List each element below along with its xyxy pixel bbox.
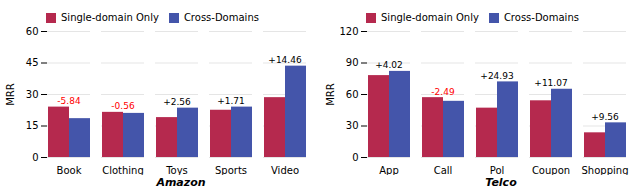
svg-text:Call: Call [434,165,453,175]
svg-text:-2.49: -2.49 [431,87,455,97]
svg-text:+11.07: +11.07 [534,78,567,88]
svg-text:30: 30 [26,89,39,100]
svg-text:0: 0 [352,152,358,163]
svg-text:Video: Video [271,165,299,175]
svg-text:-5.84: -5.84 [57,96,81,106]
svg-text:0: 0 [32,152,38,163]
svg-text:Pol: Pol [490,165,505,175]
svg-text:+2.56: +2.56 [163,97,191,107]
svg-text:Coupon: Coupon [532,165,570,175]
svg-text:+14.46: +14.46 [268,55,302,65]
svg-text:30: 30 [346,120,359,131]
svg-text:Clothing: Clothing [102,165,144,175]
svg-text:MRR: MRR [5,83,16,106]
svg-text:+4.02: +4.02 [375,60,403,70]
svg-text:+9.56: +9.56 [591,112,619,122]
html-text:Single-domain Only: Single-domain Only [381,12,479,23]
svg-text:App: App [379,165,399,175]
html-text:Cross-Domains: Cross-Domains [183,12,259,23]
html-text:Single-domain Only: Single-domain Only [61,12,159,23]
html-text:Amazon: Amazon [156,176,206,189]
svg-text:Toys: Toys [165,165,188,175]
svg-text:120: 120 [339,26,358,37]
svg-text:60: 60 [26,26,39,37]
svg-text:-0.56: -0.56 [111,101,135,111]
svg-text:Shopping: Shopping [582,165,629,175]
svg-text:90: 90 [346,57,359,68]
svg-text:45: 45 [26,57,39,68]
html-text:Telco: Telco [485,176,517,189]
svg-text:Book: Book [57,165,82,175]
svg-text:+1.71: +1.71 [217,96,245,106]
svg-text:60: 60 [346,89,359,100]
svg-text:Sports: Sports [215,165,247,175]
svg-text:MRR: MRR [325,83,336,106]
svg-text:15: 15 [26,120,39,131]
html-text:Cross-Domains: Cross-Domains [503,12,579,23]
svg-text:+24.93: +24.93 [480,71,513,81]
